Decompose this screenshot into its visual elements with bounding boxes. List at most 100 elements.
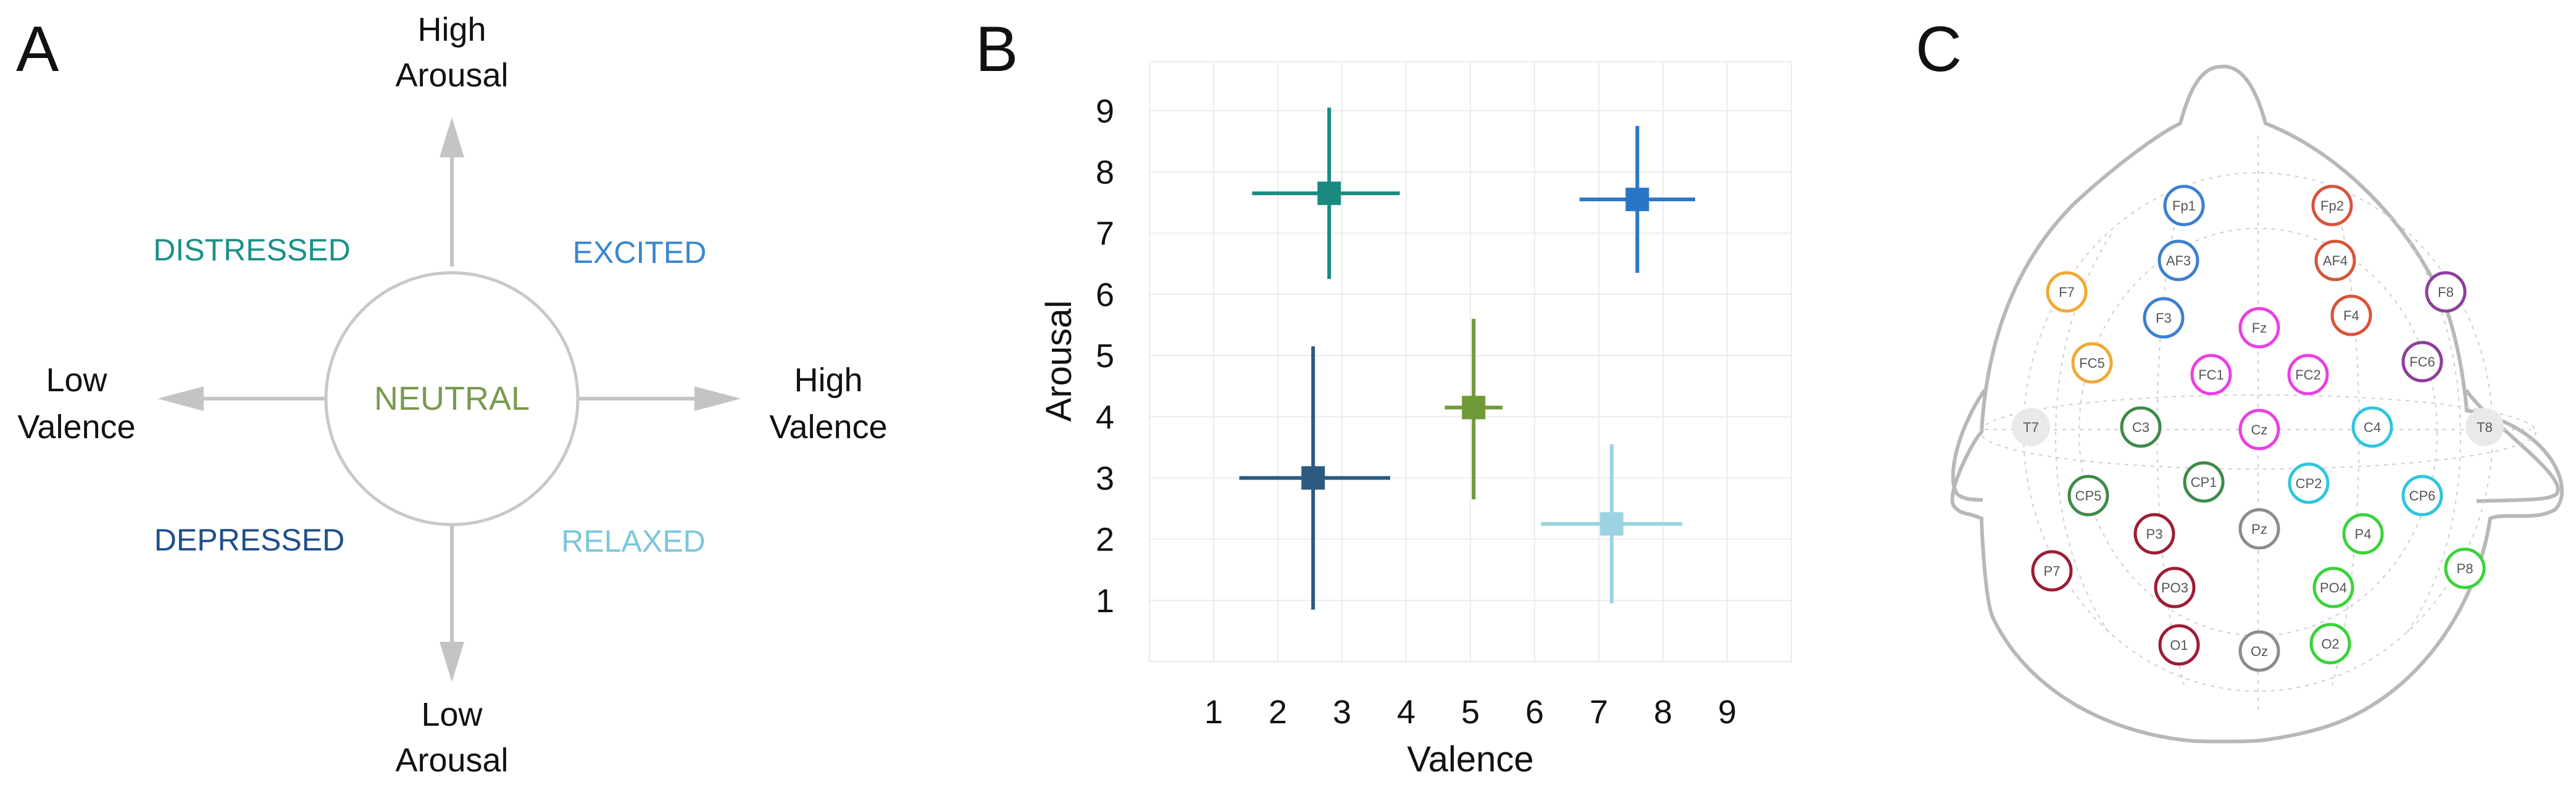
- electrode-label: CP5: [2075, 488, 2102, 504]
- electrode-marker: [2425, 271, 2467, 313]
- electrode-marker: [2157, 239, 2199, 281]
- electrode-label: Cz: [2251, 422, 2268, 438]
- electrode-label: F8: [2438, 284, 2454, 300]
- electrode-oz: Oz: [2238, 630, 2280, 672]
- y-axis-label: Arousal: [1039, 301, 1079, 422]
- electrode-marker: [2309, 623, 2351, 665]
- x-axis-label: Valence: [1407, 739, 1533, 779]
- electrode-label: AF4: [2323, 253, 2348, 268]
- electrode-af3: AF3: [2157, 239, 2199, 281]
- electrode-fc1: FC1: [2190, 354, 2232, 396]
- panel-c-label: C: [1915, 14, 1962, 85]
- electrode-label: C3: [2132, 420, 2149, 435]
- distressed-point: [1317, 181, 1341, 206]
- electrode-marker: [2238, 630, 2280, 672]
- electrode-po4: PO4: [2312, 567, 2354, 608]
- electrode-label: C4: [2364, 420, 2381, 435]
- electrode-po3: PO3: [2154, 567, 2196, 608]
- electrode-p8: P8: [2444, 547, 2486, 589]
- electrode-t7: T7: [2012, 408, 2050, 446]
- electrode-label: Fz: [2252, 320, 2267, 336]
- series-relaxed: [1541, 444, 1683, 604]
- relaxed-point: [1599, 512, 1624, 536]
- electrode-label: PO3: [2161, 580, 2188, 596]
- electrode-marker: [2238, 307, 2280, 349]
- head-outline: [1950, 64, 2564, 744]
- electrode-marker: [2466, 408, 2504, 446]
- electrode-marker: [2330, 294, 2372, 336]
- electrode-marker: [2351, 406, 2393, 448]
- low-valence-line2: Valence: [17, 409, 135, 446]
- electrode-fp1: Fp1: [2163, 185, 2205, 226]
- electrode-marker: [2046, 271, 2088, 313]
- electrode-c3: C3: [2120, 406, 2162, 448]
- neutral-label: NEUTRAL: [374, 380, 530, 417]
- high-arousal-line1: High: [417, 11, 486, 48]
- electrode-f4: F4: [2330, 294, 2372, 336]
- electrode-marker: [2311, 185, 2353, 226]
- electrode-o2: O2: [2309, 623, 2351, 665]
- electrode-marker: [2067, 475, 2109, 517]
- low-arousal-line1: Low: [421, 696, 483, 733]
- electrode-pz: Pz: [2238, 508, 2280, 550]
- electrode-label: Fp2: [2320, 198, 2344, 214]
- electrode-marker: [2071, 342, 2113, 384]
- low-valence-line1: Low: [46, 362, 107, 399]
- y-tick-label: 7: [1096, 215, 1114, 252]
- high-arousal-line2: Arousal: [395, 57, 508, 94]
- electrode-label: P8: [2457, 561, 2474, 576]
- excited-point: [1625, 188, 1649, 212]
- electrode-cp2: CP2: [2288, 462, 2330, 504]
- electrode-label: P4: [2355, 526, 2372, 542]
- high-valence-line2: Valence: [769, 409, 887, 446]
- neutral-circle: [324, 271, 580, 526]
- electrode-label: Pz: [2251, 521, 2267, 537]
- left-ear: [1951, 389, 1986, 502]
- arousal-down-arrowhead-icon: [440, 642, 464, 682]
- valence-right-arrowhead-icon: [694, 386, 741, 411]
- y-tick-label: 5: [1096, 338, 1114, 375]
- panel-c-electrode-map: C Fp1 Fp2 AF3 AF4 F7 F3 Fz F4 F8 FC5 FC1 FC2 FC6 T7 C3…: [1915, 14, 2564, 744]
- electrode-p4: P4: [2342, 513, 2384, 555]
- series-excited: [1579, 126, 1695, 273]
- electrode-label: F3: [2156, 310, 2172, 326]
- electrode-marker: [2154, 567, 2196, 608]
- electrode-marker: [2120, 406, 2162, 448]
- electrode-label: PO4: [2320, 580, 2347, 596]
- electrode-label: O1: [2170, 637, 2188, 653]
- electrode-f7: F7: [2046, 271, 2088, 313]
- electrode-marker: [2342, 513, 2384, 555]
- electrode-marker: [2133, 513, 2175, 555]
- y-tick-label: 9: [1096, 93, 1114, 130]
- electrode-marker: [2012, 408, 2050, 446]
- series-depressed: [1239, 346, 1390, 610]
- electrode-marker: [2287, 354, 2329, 396]
- electrode-marker: [2158, 624, 2200, 666]
- electrode-af4: AF4: [2314, 239, 2356, 281]
- electrode-label: FC5: [2079, 355, 2105, 371]
- electrode-marker: [2288, 462, 2330, 504]
- high-valence-line1: High: [794, 362, 862, 399]
- series-neutral: [1444, 318, 1503, 500]
- electrode-marker: [2312, 567, 2354, 608]
- electrode-label: FC1: [2198, 367, 2224, 383]
- electrode-marker: [2444, 547, 2486, 589]
- electrode-cp6: CP6: [2401, 475, 2443, 517]
- y-tick-label: 6: [1096, 276, 1114, 313]
- electrode-label: CP1: [2191, 475, 2217, 490]
- x-tick-label: 8: [1654, 694, 1672, 731]
- y-tick-label: 3: [1096, 460, 1114, 497]
- x-tick-label: 9: [1718, 694, 1736, 731]
- electrode-marker: [2314, 239, 2356, 281]
- electrode-label: CP6: [2409, 488, 2436, 504]
- x-tick-label: 6: [1525, 694, 1544, 731]
- panel-a-circumplex: A NEUTRAL High Arousal Low Arousal Low V…: [16, 11, 888, 779]
- electrode-t8: T8: [2466, 408, 2504, 446]
- series-distressed: [1252, 107, 1400, 280]
- quadrant-depressed: DEPRESSED: [154, 523, 344, 557]
- panel-b-scatter-chart: B 1 2 3 4 5 6 7 8 9 1 2 3 4 5 6 7 8 9 Valence Arousal: [975, 14, 1792, 779]
- quadrant-relaxed: RELAXED: [561, 524, 705, 558]
- y-tick-label: 8: [1096, 154, 1114, 191]
- electrode-group: Fp1 Fp2 AF3 AF4 F7 F3 Fz F4 F8 FC5 FC1 FC2 FC6 T7 C3 Cz…: [2012, 185, 2504, 672]
- electrode-fc6: FC6: [2401, 341, 2443, 383]
